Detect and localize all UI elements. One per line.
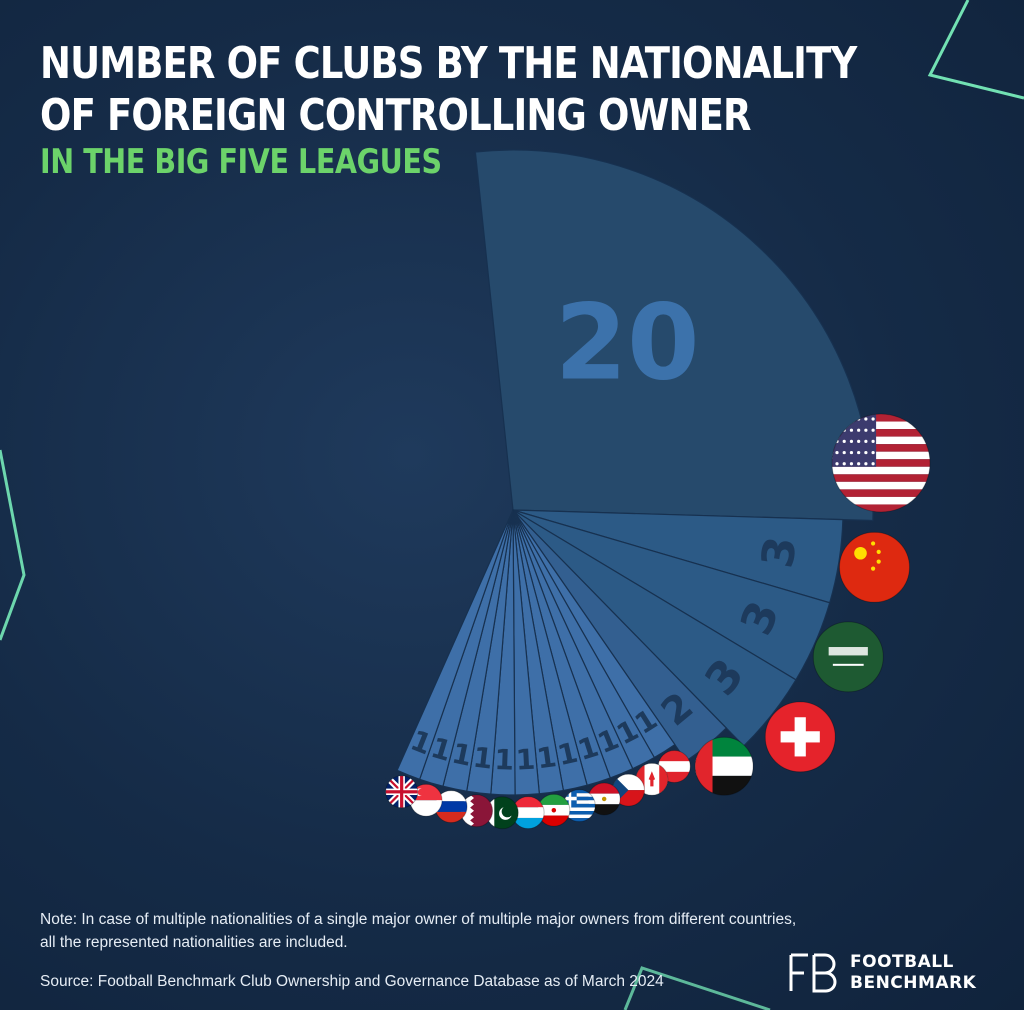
flag-luxembourg-icon [512, 796, 545, 829]
chart-title-line2: OF FOREIGN CONTROLLING OWNER [40, 90, 752, 141]
flag-iran-icon [537, 794, 570, 827]
source-note: Source: Football Benchmark Club Ownershi… [40, 973, 664, 990]
slice-value-qatar: 1 [471, 741, 494, 776]
slice-value-united-states: 20 [555, 282, 700, 404]
flag-ring [812, 621, 884, 693]
slice-value-luxembourg: 1 [515, 743, 536, 777]
slice-value-iran: 1 [535, 740, 559, 775]
logo-wordmark: FOOTBALL BENCHMARK [850, 952, 976, 994]
flag-egypt-icon [588, 782, 621, 815]
fb-logo-icon [789, 953, 837, 993]
flag-ring [694, 736, 754, 796]
flag-ring [831, 413, 931, 513]
flag-saudi-arabia-icon [813, 621, 884, 692]
neon-line-bottom [623, 966, 771, 1010]
flag-china-icon [839, 532, 910, 603]
neon-line-top-right [927, 0, 1024, 100]
flag-ring [838, 531, 910, 603]
football-benchmark-logo: FOOTBALL BENCHMARK [788, 952, 976, 994]
chart-subtitle: IN THE BIG FIVE LEAGUES [40, 142, 442, 182]
flag-ring [764, 701, 836, 773]
chart-title: NUMBER OF CLUBS BY THE NATIONALITY OF FO… [40, 38, 857, 142]
pie-slice-united-kingdom [396, 509, 514, 781]
footnote: Note: In case of multiple nationalities … [40, 908, 900, 954]
footnote-line2: all the represented nationalities are in… [40, 934, 348, 951]
footnote-line1: Note: In case of multiple nationalities … [40, 911, 797, 928]
flag-uae-icon [695, 737, 754, 796]
neon-line-left [0, 449, 26, 641]
logo-line1: FOOTBALL [850, 952, 954, 972]
flag-russia-icon [435, 790, 468, 823]
flag-ring [385, 775, 419, 809]
flag-switzerland-icon [765, 701, 836, 772]
slice-value-pakistan: 1 [494, 743, 515, 777]
logo-line2: BENCHMARK [850, 973, 977, 993]
chart-title-line1: NUMBER OF CLUBS BY THE NATIONALITY [40, 38, 857, 89]
flag-singapore-icon [410, 784, 443, 817]
